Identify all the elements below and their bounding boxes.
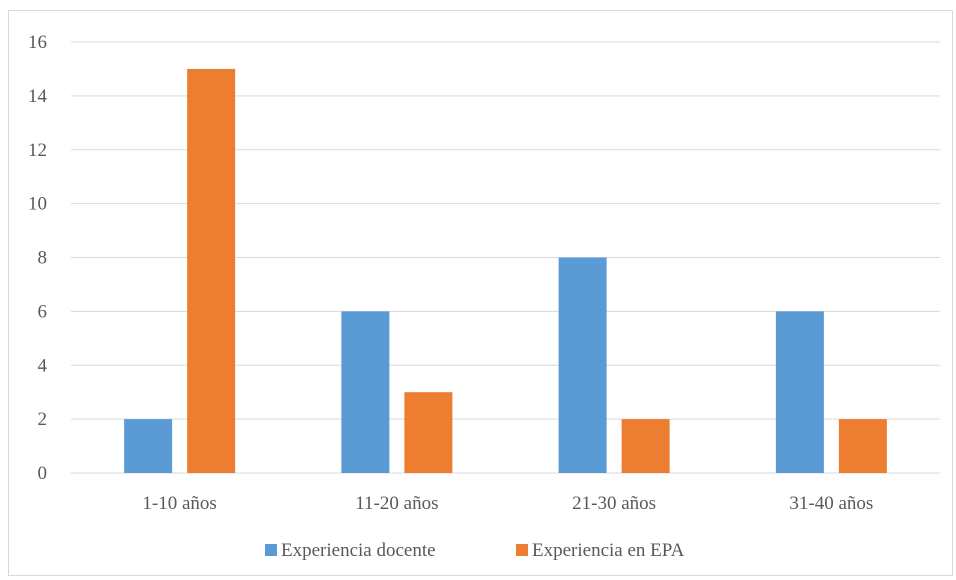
y-tick-label: 10 [28, 194, 47, 215]
x-tick-label: 21-30 años [572, 493, 656, 514]
bar-experiencia-en-epa [187, 68, 236, 473]
x-tick-label: 11-20 años [355, 493, 438, 514]
bar-experiencia-en-epa [838, 419, 887, 473]
bar-experiencia-docente [341, 311, 390, 473]
legend-swatch [265, 544, 277, 556]
y-axis-ticks: 0 2 4 6 8 10 12 14 16 [28, 32, 48, 484]
legend: Experiencia docente Experiencia en EPA [265, 540, 685, 561]
y-tick-label: 6 [38, 301, 48, 322]
legend-swatch [516, 544, 528, 556]
y-tick-label: 4 [38, 355, 48, 376]
legend-label: Experiencia en EPA [532, 540, 685, 561]
y-tick-label: 14 [28, 86, 48, 107]
x-tick-label: 1-10 años [142, 493, 216, 514]
y-tick-label: 8 [38, 248, 48, 269]
legend-label: Experiencia docente [281, 540, 436, 561]
bar-experiencia-en-epa [404, 392, 453, 473]
y-tick-label: 2 [38, 409, 48, 430]
x-axis-ticks: 1-10 años 11-20 años 21-30 años 31-40 años [142, 493, 873, 514]
y-tick-label: 16 [28, 32, 47, 53]
chart-frame [8, 10, 953, 576]
bars [124, 68, 887, 473]
bar-experiencia-docente [775, 311, 824, 473]
y-tick-label: 0 [38, 463, 48, 484]
bar-experiencia-docente [124, 419, 173, 473]
x-tick-label: 31-40 años [789, 493, 873, 514]
bar-experiencia-en-epa [621, 419, 670, 473]
bar-experiencia-docente [558, 257, 607, 473]
y-tick-label: 12 [28, 140, 47, 161]
